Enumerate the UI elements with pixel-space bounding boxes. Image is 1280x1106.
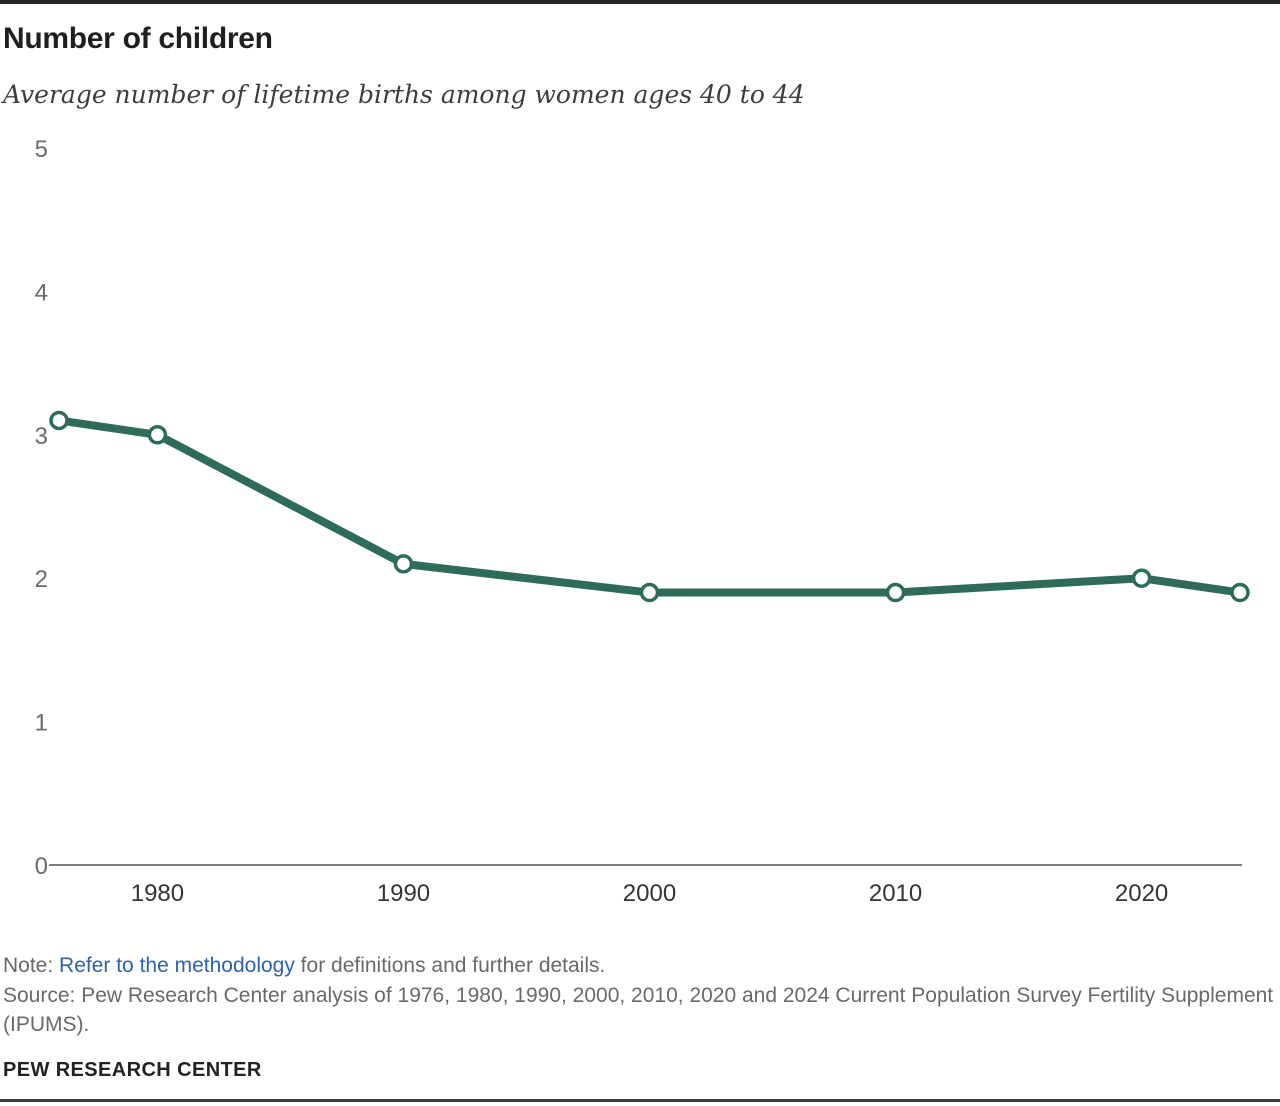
y-axis-tick-label: 0	[35, 853, 48, 880]
data-point-marker	[1230, 582, 1250, 603]
source-text: Source: Pew Research Center analysis of …	[3, 984, 1274, 1036]
note-text: Note: Refer to the methodology for defin…	[3, 951, 1275, 980]
x-axis-tick-label: 2000	[623, 880, 676, 907]
data-point-marker	[147, 425, 168, 445]
y-axis-tick-label: 3	[35, 423, 48, 450]
y-axis-tick-label: 5	[35, 136, 48, 163]
note-prefix: Note:	[3, 954, 60, 977]
y-axis-tick-label: 2	[35, 566, 48, 593]
pew-research-center-wordmark: PEW RESEARCH CENTER	[3, 1059, 262, 1081]
data-point-marker	[885, 582, 906, 603]
x-axis-tick-label: 1990	[377, 880, 430, 907]
top-border-rule	[0, 0, 1280, 4]
chart-title: Number of children	[3, 22, 273, 55]
data-point-marker	[393, 554, 414, 574]
x-axis-tick-label: 2010	[869, 880, 922, 907]
x-axis-tick-label: 1980	[131, 880, 184, 907]
y-axis-tick-label: 4	[35, 279, 48, 306]
x-axis-tick-label: 2020	[1115, 880, 1168, 907]
data-point-marker	[49, 410, 69, 431]
data-point-marker	[639, 582, 660, 603]
data-point-marker	[1131, 568, 1152, 588]
bottom-border-rule	[0, 1099, 1280, 1102]
chart-subtitle: Average number of lifetime births among …	[3, 80, 805, 109]
note-suffix: for definitions and further details.	[294, 954, 606, 977]
methodology-link[interactable]: Refer to the methodology	[59, 954, 295, 977]
y-axis-tick-label: 1	[35, 710, 48, 737]
data-line	[55, 416, 1244, 597]
